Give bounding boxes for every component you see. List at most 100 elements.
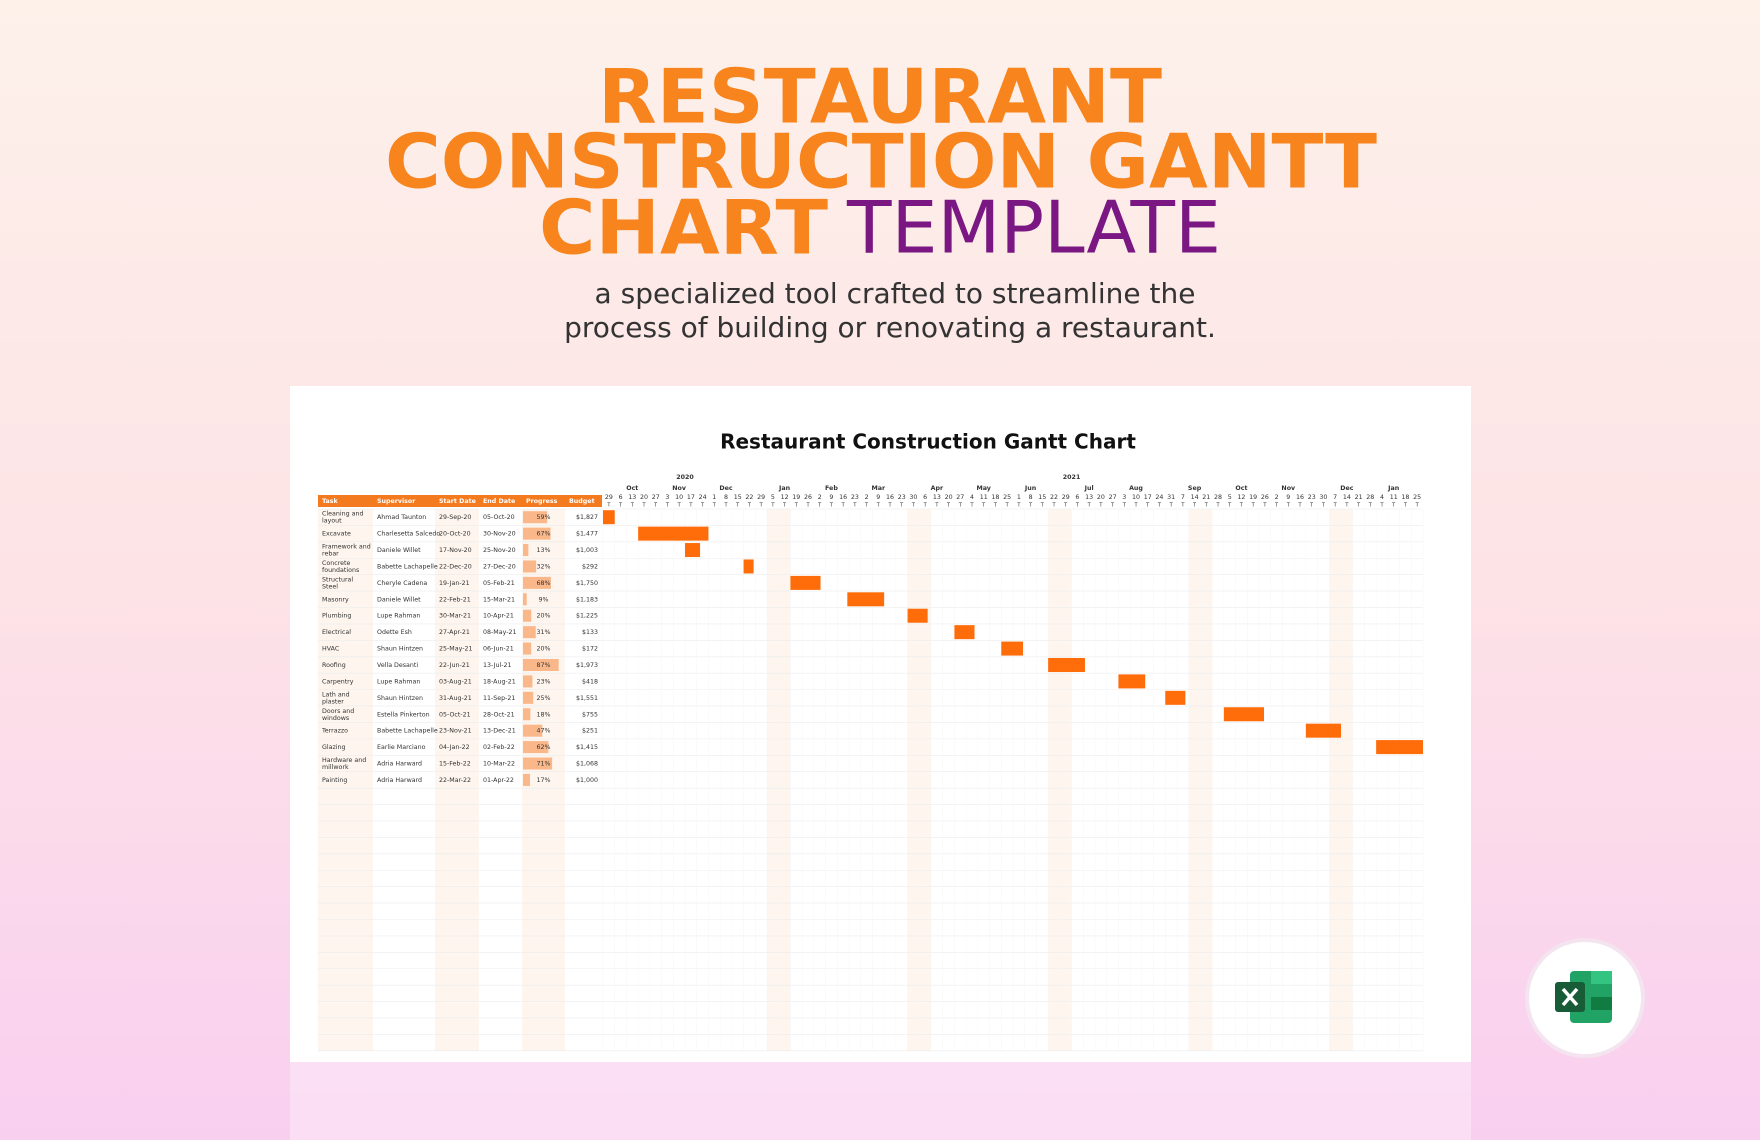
weekday-label: T — [887, 503, 892, 509]
task: Framework and rebar — [322, 544, 373, 558]
task: Masonry — [322, 596, 349, 603]
weekday-label: T — [981, 503, 986, 509]
weekday-label: T — [677, 503, 682, 509]
weekday-label: T — [723, 503, 728, 509]
budget: $1,003 — [576, 547, 598, 554]
week-label: 1 — [1017, 494, 1021, 501]
gantt-bar — [847, 592, 885, 607]
week-label: 21 — [1355, 494, 1363, 501]
weekday-label: T — [1403, 503, 1408, 509]
week-label: 7 — [1333, 494, 1337, 501]
task-line: Steel — [322, 583, 338, 590]
weekday-label: T — [946, 503, 951, 509]
task: Glazing — [322, 744, 346, 751]
task: Hardware and millwork — [322, 757, 368, 771]
weekday-label: T — [1063, 503, 1068, 509]
end-date: 13-Jul-21 — [483, 662, 512, 669]
week-label: 9 — [1286, 494, 1290, 501]
task-line: Cleaning and — [322, 511, 365, 518]
year-label: 2021 — [1063, 474, 1081, 481]
gantt-bar — [743, 559, 754, 574]
progress-bar — [523, 527, 551, 540]
gantt-bar — [1376, 740, 1423, 755]
weekday-label: T — [876, 503, 881, 509]
progress-label: 31% — [537, 629, 551, 636]
weekday-label: T — [1215, 503, 1220, 509]
gantt-bar — [1223, 707, 1265, 722]
week-label: 27 — [956, 494, 964, 501]
month-label: May — [976, 485, 990, 492]
week-label: 20 — [945, 494, 953, 501]
column-header: End Date — [483, 498, 515, 505]
end-date: 13-Dec-21 — [483, 728, 516, 735]
weekday-label: T — [899, 503, 904, 509]
week-label: 13 — [1085, 494, 1093, 501]
month-label: Jul — [1084, 485, 1094, 492]
week-label: 3 — [665, 494, 669, 501]
week-label: 10 — [675, 494, 683, 501]
progress-bar — [523, 626, 536, 639]
start-date: 31-Aug-21 — [439, 695, 472, 702]
weekday-label: T — [1227, 503, 1232, 509]
weekday-label: T — [1368, 503, 1373, 509]
excel-icon — [1525, 938, 1645, 1058]
progress-bar — [523, 658, 559, 671]
week-label: 11 — [980, 494, 988, 501]
progress-label: 9% — [539, 596, 549, 603]
week-label: 25 — [1003, 494, 1011, 501]
weekday-label: T — [829, 503, 834, 509]
week-label: 17 — [687, 494, 695, 501]
gantt-bar — [1118, 674, 1146, 689]
progress-bar — [523, 675, 533, 688]
column-header: Start Date — [439, 498, 476, 505]
gantt-bar — [685, 543, 701, 558]
week-label: 22 — [745, 494, 753, 501]
sheet: Task Supervisor Start Date End Date Progress… — [318, 474, 1424, 1052]
weekday-label: T — [1133, 503, 1138, 509]
budget: $1,068 — [576, 761, 598, 768]
week-label: 9 — [876, 494, 880, 501]
weekday-label: T — [618, 503, 623, 509]
progress-label: 68% — [537, 580, 551, 587]
start-date: 05-Oct-21 — [439, 711, 471, 718]
week-label: 28 — [1214, 494, 1222, 501]
end-date: 11-Sep-21 — [483, 695, 515, 702]
week-label: 15 — [734, 494, 742, 501]
gantt-bar — [1001, 641, 1024, 656]
week-label: 19 — [792, 494, 800, 501]
weekday-label: T — [1145, 503, 1150, 509]
start-date: 30-Mar-21 — [439, 613, 471, 620]
week-label: 9 — [829, 494, 833, 501]
week-label: 16 — [1296, 494, 1304, 501]
week-label: 16 — [886, 494, 894, 501]
supervisor: Daniele Willet — [377, 596, 421, 603]
progress-bar — [523, 642, 532, 655]
weekday-label: T — [1169, 503, 1174, 509]
weekday-label: T — [1180, 503, 1185, 509]
gantt-bar — [954, 625, 975, 640]
progress-bar — [523, 724, 543, 737]
end-date: 10-Apr-21 — [483, 613, 514, 620]
week-label: 27 — [652, 494, 660, 501]
budget: $1,183 — [576, 596, 598, 603]
weekday-label: T — [841, 503, 846, 509]
end-date: 08-May-21 — [483, 629, 516, 636]
weekday-label: T — [817, 503, 822, 509]
title-line: CONSTRUCTION GANTT — [385, 118, 1377, 206]
start-date: 23-Nov-21 — [439, 728, 472, 735]
week-label: 11 — [1390, 494, 1398, 501]
title: RESTAURANT CONSTRUCTION GANTT CHART TEMP… — [385, 53, 1377, 272]
budget: $1,973 — [576, 662, 598, 669]
progress-label: 32% — [537, 563, 551, 570]
week-label: 23 — [1308, 494, 1316, 501]
week-label: 29 — [1062, 494, 1070, 501]
week-label: 28 — [1366, 494, 1374, 501]
week-label: 23 — [851, 494, 859, 501]
header-row — [318, 495, 602, 507]
gantt-bar — [603, 510, 615, 525]
month-label: Nov — [1281, 485, 1296, 492]
task-line: Structural — [322, 576, 355, 583]
supervisor: Charlesetta Salcedo — [377, 531, 440, 538]
week-label: 2 — [865, 494, 869, 501]
